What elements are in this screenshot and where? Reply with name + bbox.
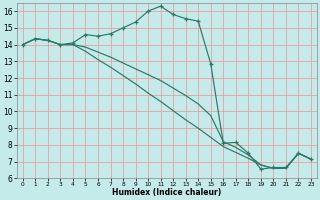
- X-axis label: Humidex (Indice chaleur): Humidex (Indice chaleur): [112, 188, 221, 197]
